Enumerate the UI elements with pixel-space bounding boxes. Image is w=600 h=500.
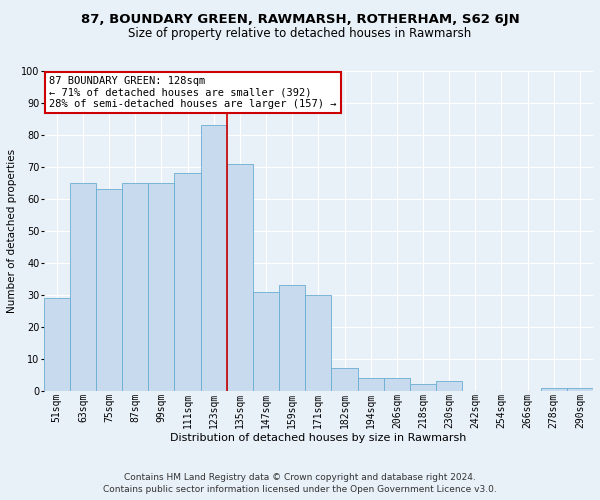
Bar (358, 378, 384, 391)
Bar (122, 183, 148, 391)
Bar (567, 388, 593, 391)
Bar (253, 292, 279, 391)
Bar (541, 388, 567, 391)
Bar (410, 384, 436, 391)
X-axis label: Distribution of detached houses by size in Rawmarsh: Distribution of detached houses by size … (170, 433, 467, 443)
Text: 87 BOUNDARY GREEN: 128sqm
← 71% of detached houses are smaller (392)
28% of semi: 87 BOUNDARY GREEN: 128sqm ← 71% of detac… (49, 76, 337, 109)
Bar (279, 286, 305, 391)
Bar (384, 378, 410, 391)
Bar (175, 174, 200, 391)
Text: Contains public sector information licensed under the Open Government Licence v3: Contains public sector information licen… (103, 485, 497, 494)
Text: Size of property relative to detached houses in Rawmarsh: Size of property relative to detached ho… (128, 28, 472, 40)
Bar (200, 126, 227, 391)
Text: 87, BOUNDARY GREEN, RAWMARSH, ROTHERHAM, S62 6JN: 87, BOUNDARY GREEN, RAWMARSH, ROTHERHAM,… (80, 12, 520, 26)
Bar (436, 382, 462, 391)
Bar (227, 164, 253, 391)
Bar (96, 190, 122, 391)
Bar (44, 298, 70, 391)
Y-axis label: Number of detached properties: Number of detached properties (7, 149, 17, 313)
Bar (331, 368, 358, 391)
Bar (305, 295, 331, 391)
Bar (70, 183, 96, 391)
Text: Contains HM Land Registry data © Crown copyright and database right 2024.: Contains HM Land Registry data © Crown c… (124, 472, 476, 482)
Bar (148, 183, 175, 391)
